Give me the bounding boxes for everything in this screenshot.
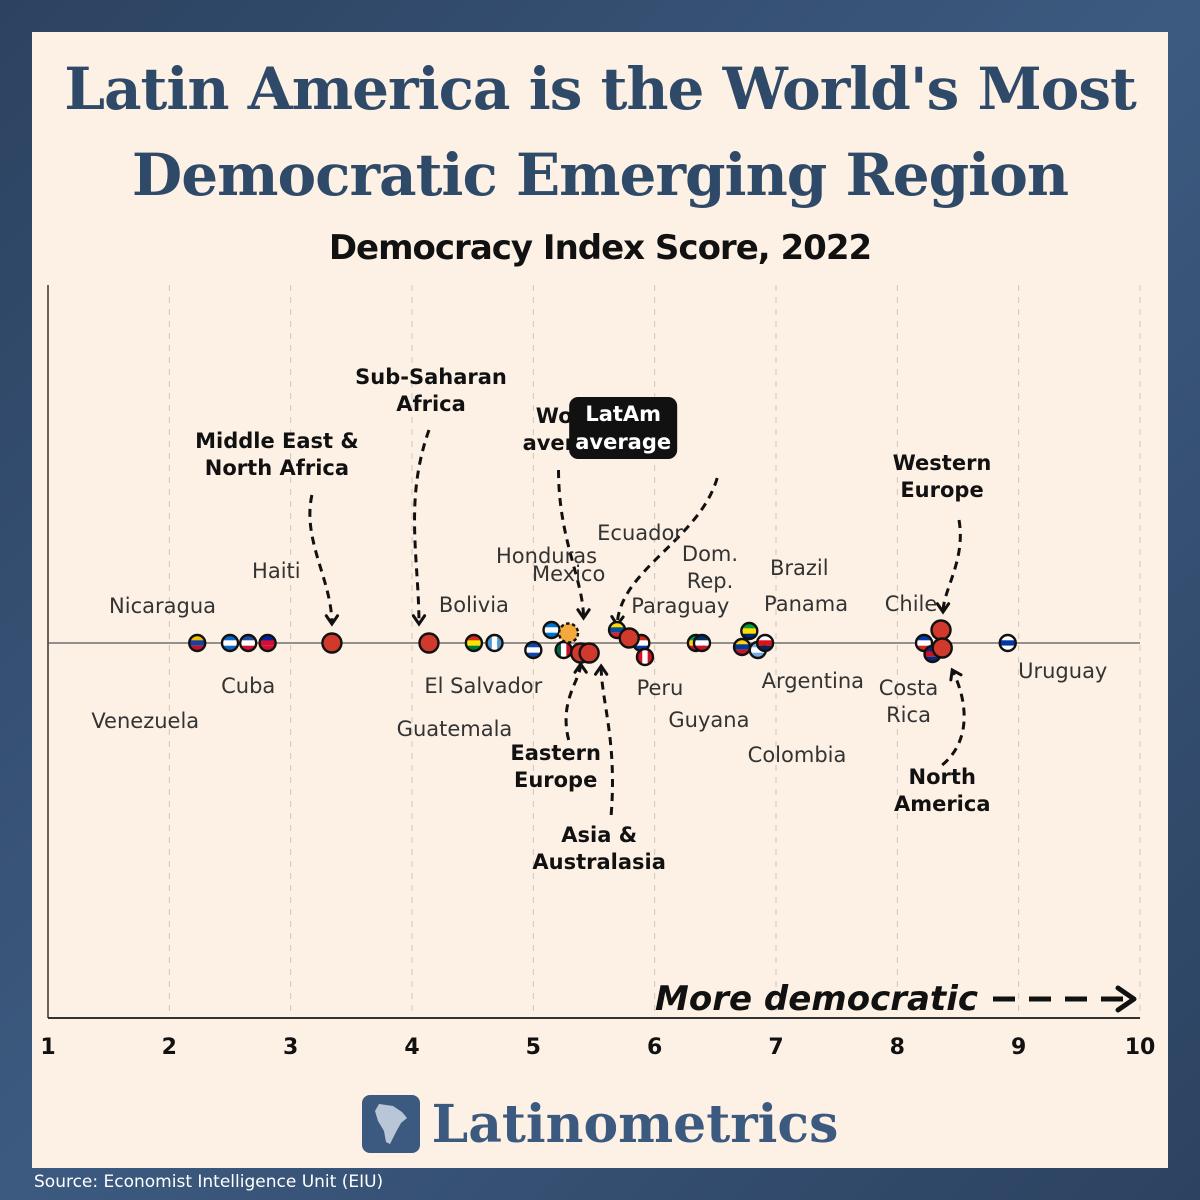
- region-label-namer: America: [894, 792, 991, 816]
- region-label-latam: LatAm: [585, 402, 661, 426]
- more-democratic-label: More democratic: [655, 979, 978, 1019]
- country-label-colombia: Colombia: [748, 743, 847, 767]
- region-label-weur: Western: [893, 451, 992, 475]
- region-label-mena: Middle East &: [195, 429, 359, 453]
- region-arrowhead: [411, 614, 427, 627]
- x-tick-label: 8: [890, 1035, 905, 1060]
- el-salvador-flag-icon: [524, 640, 543, 660]
- latam-average-label-box: [569, 397, 678, 459]
- x-tick-label: 3: [283, 1035, 298, 1060]
- country-label-peru: Peru: [637, 676, 684, 700]
- brand-footer: Latinometrics: [0, 1088, 1200, 1160]
- panama-flag-icon: [755, 633, 775, 653]
- colombia-flag-icon: [732, 637, 752, 657]
- country-label-honduras: Honduras: [496, 544, 597, 568]
- x-tick-label: 9: [1011, 1035, 1026, 1060]
- region-arrow-eastern-europe: [564, 663, 583, 741]
- region-marker-north-america: [931, 637, 953, 659]
- country-label-paraguay: Paraguay: [631, 594, 729, 618]
- haiti-flag-icon: [258, 633, 277, 653]
- chart-title: Democracy Index Score, 2022: [328, 228, 872, 268]
- region-arrow-asia-australasia: [599, 665, 614, 816]
- country-label-nicaragua: Nicaragua: [109, 594, 216, 618]
- country-label-haiti: Haiti: [252, 559, 301, 583]
- country-label-chile: Chile: [885, 592, 938, 616]
- brazil-flag-icon: [740, 621, 759, 641]
- region-label-latam: average: [575, 430, 671, 454]
- region-label-weur: Europe: [900, 478, 983, 502]
- uruguay-flag-icon: [998, 633, 1017, 653]
- country-label-ecuador: Ecuador: [597, 521, 683, 545]
- country-label-venezuela: Venezuela: [91, 709, 199, 733]
- x-tick-label: 1: [40, 1035, 55, 1060]
- region-arrowhead: [324, 614, 340, 627]
- country-label-guatemala: Guatemala: [397, 717, 513, 741]
- x-tick-label: 4: [404, 1035, 419, 1060]
- country-label-mexico: Mexico: [532, 562, 605, 586]
- country-label-cuba: Cuba: [221, 674, 275, 698]
- region-arrowhead: [949, 667, 963, 682]
- x-tick-label: 10: [1125, 1035, 1156, 1060]
- country-label-guyana: Guyana: [668, 708, 749, 732]
- x-tick-label: 5: [526, 1035, 541, 1060]
- country-label-dom-rep: Dom.: [682, 542, 738, 566]
- country-label-dom-rep: Rep.: [687, 569, 734, 593]
- source-note: Source: Economist Intelligence Unit (EIU…: [34, 1172, 384, 1192]
- region-marker-latam-average: [618, 627, 640, 649]
- region-arrow-middle-east-north-africa: [308, 494, 334, 625]
- region-marker-asia-australasia: [578, 642, 600, 664]
- chart-card: Latin America is the World's Most Democr…: [32, 32, 1168, 1168]
- cuba-flag-icon: [238, 633, 258, 653]
- region-arrowhead: [935, 602, 951, 615]
- region-marker-middle-east-north-africa: [321, 632, 343, 654]
- country-label-el-salvador: El Salvador: [424, 674, 542, 698]
- bolivia-flag-icon: [464, 633, 484, 653]
- x-tick-label: 2: [162, 1035, 177, 1060]
- venezuela-flag-icon: [188, 633, 207, 653]
- region-label-namer: North: [909, 765, 976, 789]
- region-arrowhead: [576, 608, 591, 621]
- page-title: Latin America is the World's Most Democr…: [32, 46, 1168, 218]
- country-label-argentina: Argentina: [762, 669, 864, 693]
- peru-flag-icon: [635, 647, 655, 667]
- country-label-uruguay: Uruguay: [1018, 659, 1107, 683]
- title-line-2: Democratic Emerging Region: [131, 141, 1069, 209]
- mexico-flag-icon: [554, 640, 573, 660]
- region-label-asia: Australasia: [532, 850, 666, 874]
- latin-america-map-icon: [361, 1095, 420, 1153]
- direction-arrowhead-icon: [1115, 985, 1137, 1013]
- guatemala-flag-icon: [485, 633, 504, 653]
- region-arrow-sub-saharan-africa: [413, 429, 431, 625]
- region-marker-western-europe: [930, 619, 952, 641]
- x-tick-label: 7: [768, 1035, 783, 1060]
- dominican-republic-flag-icon: [692, 633, 712, 653]
- region-label-ssa: Sub-Saharan: [355, 365, 507, 389]
- x-tick-label: 6: [647, 1035, 662, 1060]
- country-label-brazil: Brazil: [770, 556, 829, 580]
- region-label-asia: Asia &: [561, 823, 637, 847]
- brand-name: Latinometrics: [431, 1093, 839, 1155]
- region-arrow-north-america: [941, 669, 966, 767]
- country-label-costa-rica: Costa: [879, 676, 939, 700]
- region-label-eeur: Eastern: [510, 741, 601, 765]
- country-label-costa-rica: Rica: [886, 703, 931, 727]
- region-arrowhead: [594, 663, 609, 676]
- nicaragua-flag-icon: [220, 633, 240, 653]
- region-arrow-latam-average: [615, 477, 719, 626]
- region-label-mena: North Africa: [205, 456, 349, 480]
- region-arrow-western-europe: [941, 519, 962, 613]
- title-line-1: Latin America is the World's Most: [64, 55, 1137, 123]
- region-label-ssa: Africa: [396, 392, 466, 416]
- country-label-panama: Panama: [764, 592, 848, 616]
- region-arrowhead: [573, 661, 588, 674]
- honduras-flag-icon: [542, 620, 561, 640]
- region-marker-sub-saharan-africa: [418, 632, 440, 654]
- country-label-bolivia: Bolivia: [439, 593, 509, 617]
- region-marker-world-average: [557, 622, 580, 644]
- region-label-eeur: Europe: [514, 768, 597, 792]
- region-arrow-world-average: [557, 469, 586, 619]
